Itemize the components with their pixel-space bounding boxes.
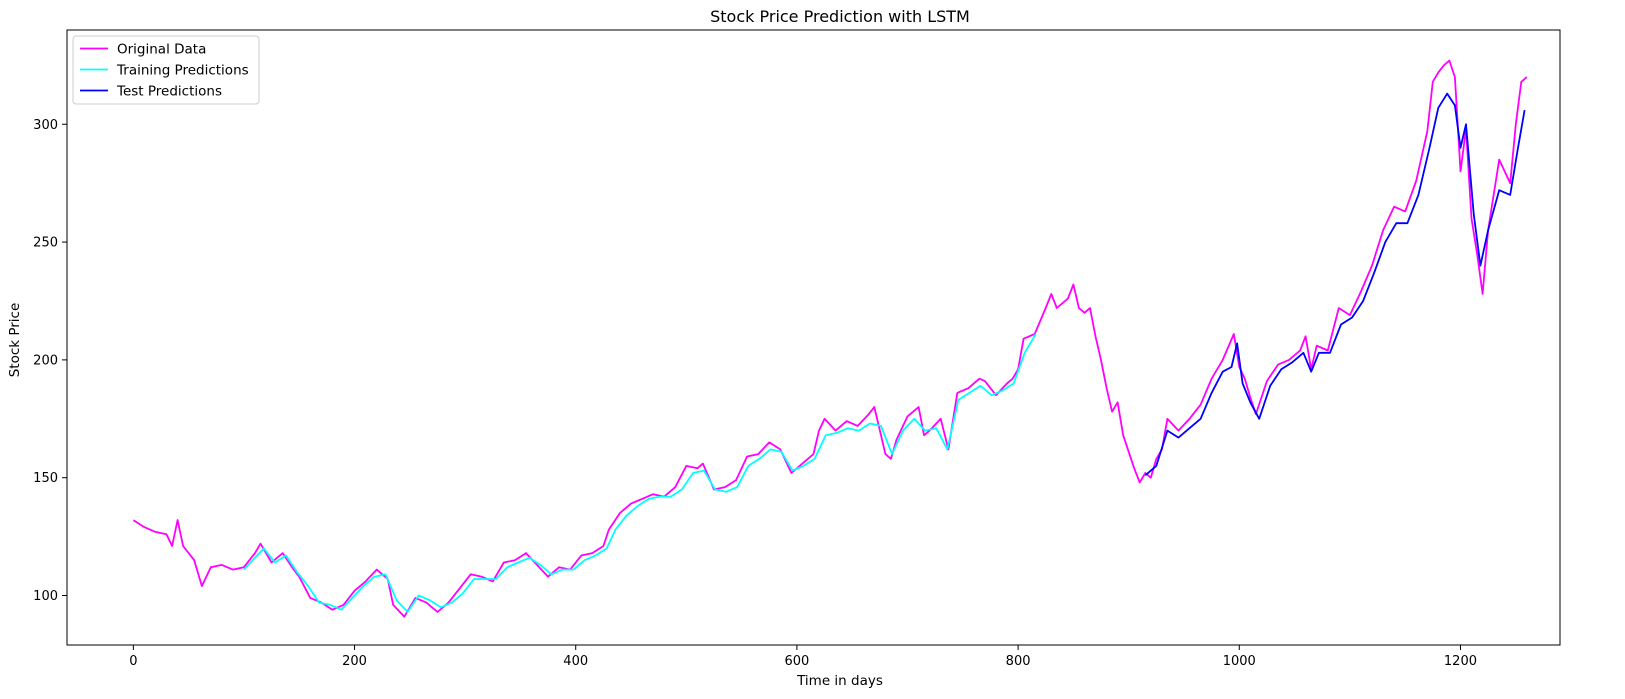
x-axis-label: Time in days (796, 673, 883, 689)
x-tick-label: 0 (129, 654, 137, 669)
x-tick-label: 1200 (1444, 654, 1477, 669)
x-tick-label: 800 (1006, 654, 1031, 669)
y-tick-label: 250 (33, 236, 58, 251)
x-tick-label: 400 (563, 654, 588, 669)
y-tick-label: 300 (33, 118, 58, 133)
x-tick-label: 1000 (1223, 654, 1256, 669)
axes-frame (66, 29, 1561, 646)
y-tick-label: 100 (33, 589, 58, 604)
y-axis: 100 150 200 250 300 (33, 118, 67, 604)
series-line-test-predictions (1144, 92, 1526, 476)
legend-box (72, 35, 260, 105)
legend-entry: Training Predictions (116, 63, 249, 79)
legend: Original Data Training Predictions Test Pr… (72, 35, 260, 105)
x-axis: 0 200 400 600 800 1000 1200 (129, 645, 1477, 669)
legend-entry: Original Data (117, 42, 206, 58)
x-tick-label: 600 (784, 654, 809, 669)
y-tick-label: 150 (33, 471, 58, 486)
legend-entry: Test Predictions (116, 84, 222, 100)
x-tick-label: 200 (342, 654, 367, 669)
y-tick-label: 200 (33, 353, 58, 368)
series-line-training-predictions (243, 333, 1037, 613)
chart-title: Stock Price Prediction with LSTM (710, 7, 970, 26)
plot-area (132, 59, 1528, 618)
y-axis-label: Stock Price (7, 303, 23, 378)
